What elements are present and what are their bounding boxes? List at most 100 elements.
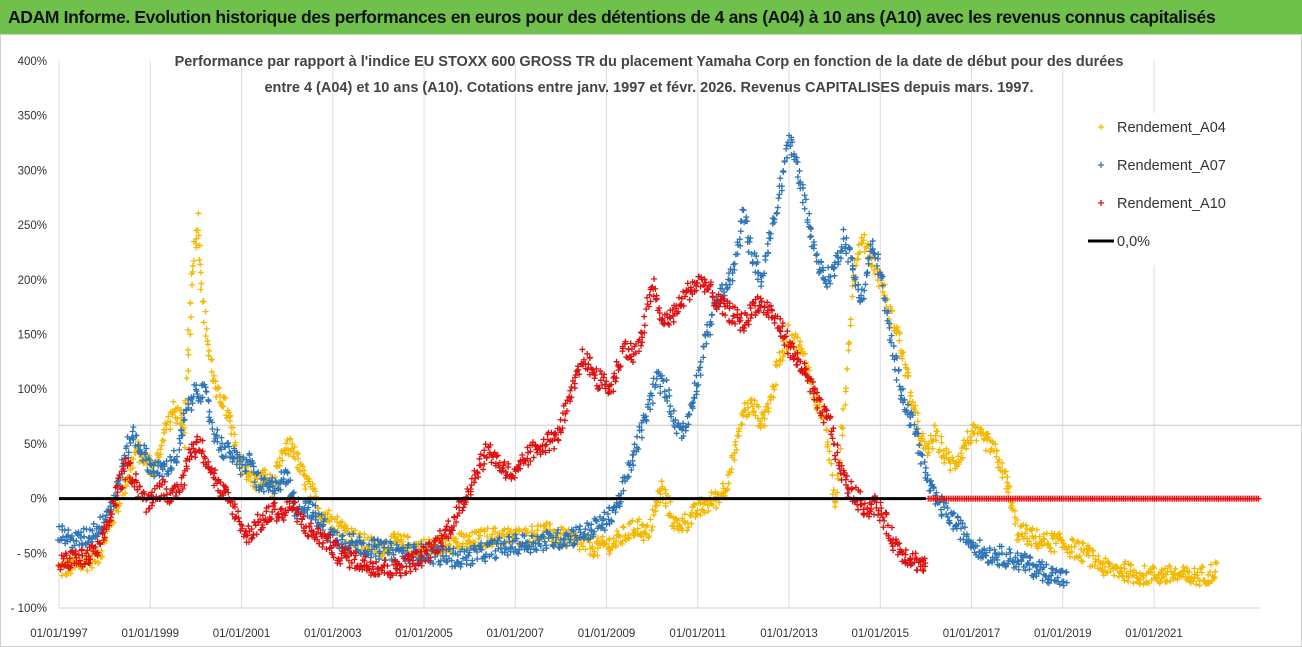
data-point [982,447,989,454]
data-point [373,559,380,566]
data-point [488,459,495,466]
data-point [893,377,900,384]
data-point [586,539,593,546]
data-point [481,528,488,535]
data-point [831,272,838,279]
x-tick-label: 01/01/2019 [1034,628,1092,640]
data-point [724,486,731,493]
y-tick-label: 50% [24,439,47,451]
y-tick-label: 0% [30,494,47,506]
data-point [832,499,839,506]
data-point [780,167,787,174]
data-point [1012,520,1019,527]
data-point [1125,578,1132,585]
data-point [576,546,583,553]
data-point [667,513,674,520]
data-point [167,453,174,460]
data-point [829,491,836,498]
legend-label: Rendement_A10 [1117,196,1226,212]
data-point [420,536,427,543]
data-point [688,512,695,519]
data-point [187,331,194,338]
data-point [91,558,98,565]
data-point [684,519,691,526]
data-point [630,532,637,539]
data-point [838,423,845,430]
data-point [746,411,753,418]
data-point [1015,536,1022,543]
data-point [291,443,298,450]
data-point [713,504,720,511]
data-point [199,298,206,305]
data-point [777,175,784,182]
data-point [1004,479,1011,486]
data-point [690,501,697,508]
data-point [167,418,174,425]
data-point [845,347,852,354]
data-point [183,375,190,382]
data-point [674,517,681,524]
data-point [202,308,209,315]
series-Rendement_A07 [55,132,1070,589]
data-point [837,445,844,452]
data-point [182,397,189,404]
data-point [165,413,172,420]
data-point [887,303,894,310]
data-point [890,547,897,554]
data-point [1008,502,1015,509]
data-point [921,438,928,445]
data-point [216,392,223,399]
y-tick-label: 350% [18,111,47,123]
data-point [740,207,747,214]
data-point [933,437,940,444]
data-point [708,311,715,318]
data-point [963,445,970,452]
data-point [770,394,777,401]
data-point [823,427,830,434]
data-point [959,454,966,461]
data-point [949,454,956,461]
data-point [476,532,483,539]
data-point [194,227,201,234]
data-point [941,459,948,466]
data-point [796,167,803,174]
data-point [227,417,234,424]
data-point [801,192,808,199]
x-axis-ticks: 01/01/1997 01/01/1999 01/01/2001 01/01/2003… [30,628,1183,640]
data-point [967,439,974,446]
data-point [295,455,302,462]
data-point [452,535,459,542]
report-title-banner: ADAM Informe. Evolution historique des p… [0,0,1302,34]
data-point [716,499,723,506]
data-point [665,320,672,327]
data-point [405,534,412,541]
data-point [699,506,706,513]
x-tick-label: 01/01/2001 [213,628,271,640]
legend-label: Rendement_A04 [1117,120,1226,136]
data-point [1005,489,1012,496]
data-point [286,451,293,458]
data-point [743,214,750,221]
data-point [679,515,686,522]
data-point [840,226,847,233]
data-point [130,456,137,463]
data-point [246,472,253,479]
series-Rendement_A04 [55,210,1220,589]
data-point [606,550,613,557]
data-point [764,400,771,407]
data-point [924,452,931,459]
data-point [67,570,74,577]
data-point [299,463,306,470]
data-point [187,300,194,307]
data-point [231,431,238,438]
data-point [898,352,905,359]
data-point [591,375,598,382]
data-point [212,378,219,385]
y-tick-label: 250% [18,220,47,232]
data-point [283,440,290,447]
data-point [649,523,656,530]
data-point [895,366,902,373]
data-point [909,398,916,405]
data-point [824,439,831,446]
data-point [980,436,987,443]
